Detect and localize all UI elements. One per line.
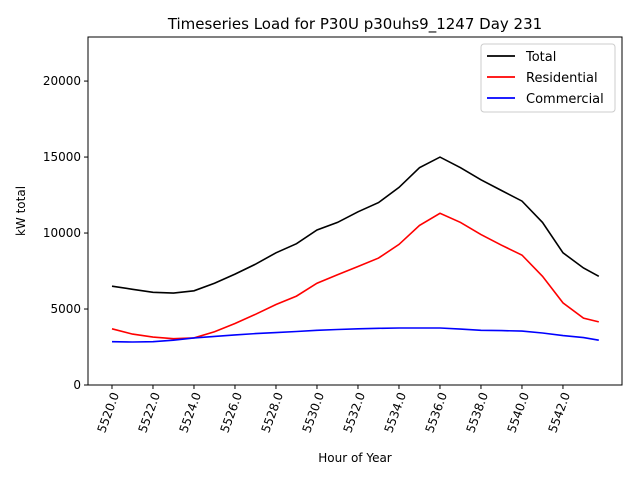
x-tick-label: 5542.0 <box>546 390 574 434</box>
y-tick-label: 5000 <box>50 302 81 316</box>
legend-label: Residential <box>526 71 598 86</box>
y-tick-label: 15000 <box>43 150 81 164</box>
plot-frame <box>87 36 623 386</box>
x-tick-label: 5532.0 <box>341 390 369 434</box>
series-line-commercial <box>111 327 599 343</box>
x-tick-label: 5536.0 <box>423 390 451 434</box>
x-tick-label: 5538.0 <box>464 390 492 434</box>
x-tick-label: 5534.0 <box>382 390 410 434</box>
legend-label: Total <box>525 50 556 65</box>
y-tick-label: 0 <box>73 378 81 392</box>
x-tick-label: 5540.0 <box>505 390 533 434</box>
y-tick-label: 10000 <box>43 226 81 240</box>
legend-label: Commercial <box>526 92 604 107</box>
legend: Total Residential Commercial <box>480 43 616 113</box>
x-tick-label: 5520.0 <box>95 390 123 434</box>
y-tick-label: 20000 <box>43 74 81 88</box>
chart-title: Timeseries Load for P30U p30uhs9_1247 Da… <box>167 15 542 34</box>
x-tick-label: 5530.0 <box>300 390 328 434</box>
y-axis-label: kW total <box>14 186 28 236</box>
x-tick-label: 5522.0 <box>136 390 164 434</box>
x-tick-label: 5526.0 <box>218 390 246 434</box>
series-line-total <box>111 156 600 294</box>
x-tick-label: 5528.0 <box>259 390 287 434</box>
x-axis-label: Hour of Year <box>318 451 392 465</box>
x-tick-label: 5524.0 <box>177 390 205 434</box>
series-line-residential <box>111 212 599 340</box>
